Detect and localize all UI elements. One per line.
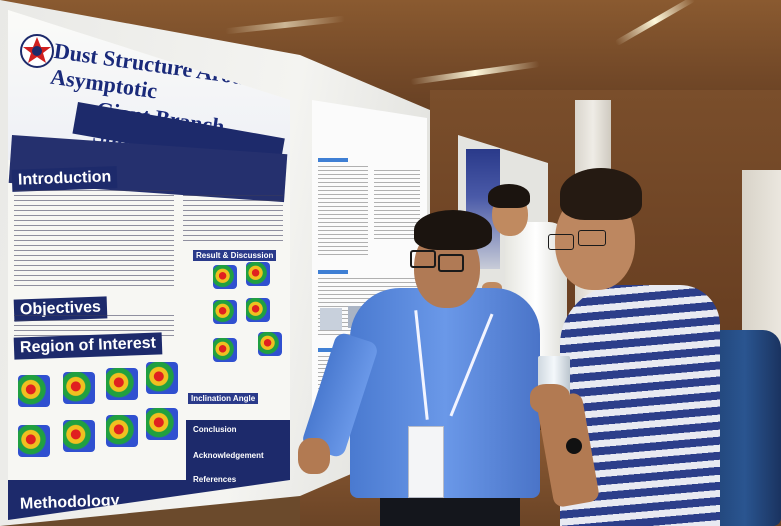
section-references: References [193,475,237,484]
hair [488,184,530,208]
hair [414,210,492,250]
section-methodology: Methodology [19,492,120,513]
glasses [578,230,606,246]
blue-shirt [350,288,540,498]
ceiling-light [410,60,540,86]
introduction-text [14,190,174,290]
hair [560,168,642,220]
section-conclusion: Conclusion [193,425,237,434]
second-poster-figure [320,308,342,330]
hand-holding-cup [530,384,570,414]
dust-map [146,408,178,440]
dust-map [246,298,270,322]
ceiling-light [225,15,345,35]
dust-map [213,265,237,289]
star-logo-icon [20,34,54,68]
dust-map [213,300,237,324]
section-introduction: Introduction [11,166,118,192]
section-acknowledgement: Acknowledgement [193,451,264,460]
second-poster-text [318,166,368,256]
dust-map [106,415,138,447]
glasses [410,250,436,268]
poster: Dust Structure Around Asymptotic Giant B… [8,10,290,520]
dust-map [18,425,50,457]
section-results: Result & Discussion [193,250,277,261]
poster-board: Dust Structure Around Asymptotic Giant B… [0,0,430,526]
dust-map [63,372,95,404]
second-poster-text [374,170,420,240]
dust-map [258,332,282,356]
ceiling-light [614,0,696,47]
dust-map [213,338,237,362]
dust-map [63,420,95,452]
objectives-text [14,315,174,337]
results-text [183,195,283,245]
dust-map [18,375,50,407]
watch [566,438,582,454]
dust-map [146,362,178,394]
second-poster-rule [318,270,348,274]
second-poster-rule [318,158,348,162]
glasses [548,234,574,250]
dust-map [246,262,270,286]
pointing-hand [298,438,330,474]
section-region-of-interest: Region of Interest [13,332,163,360]
section-inclination-angle: Inclination Angle [188,393,259,404]
dust-map [106,368,138,400]
glasses [438,254,464,272]
name-badge [408,426,444,498]
